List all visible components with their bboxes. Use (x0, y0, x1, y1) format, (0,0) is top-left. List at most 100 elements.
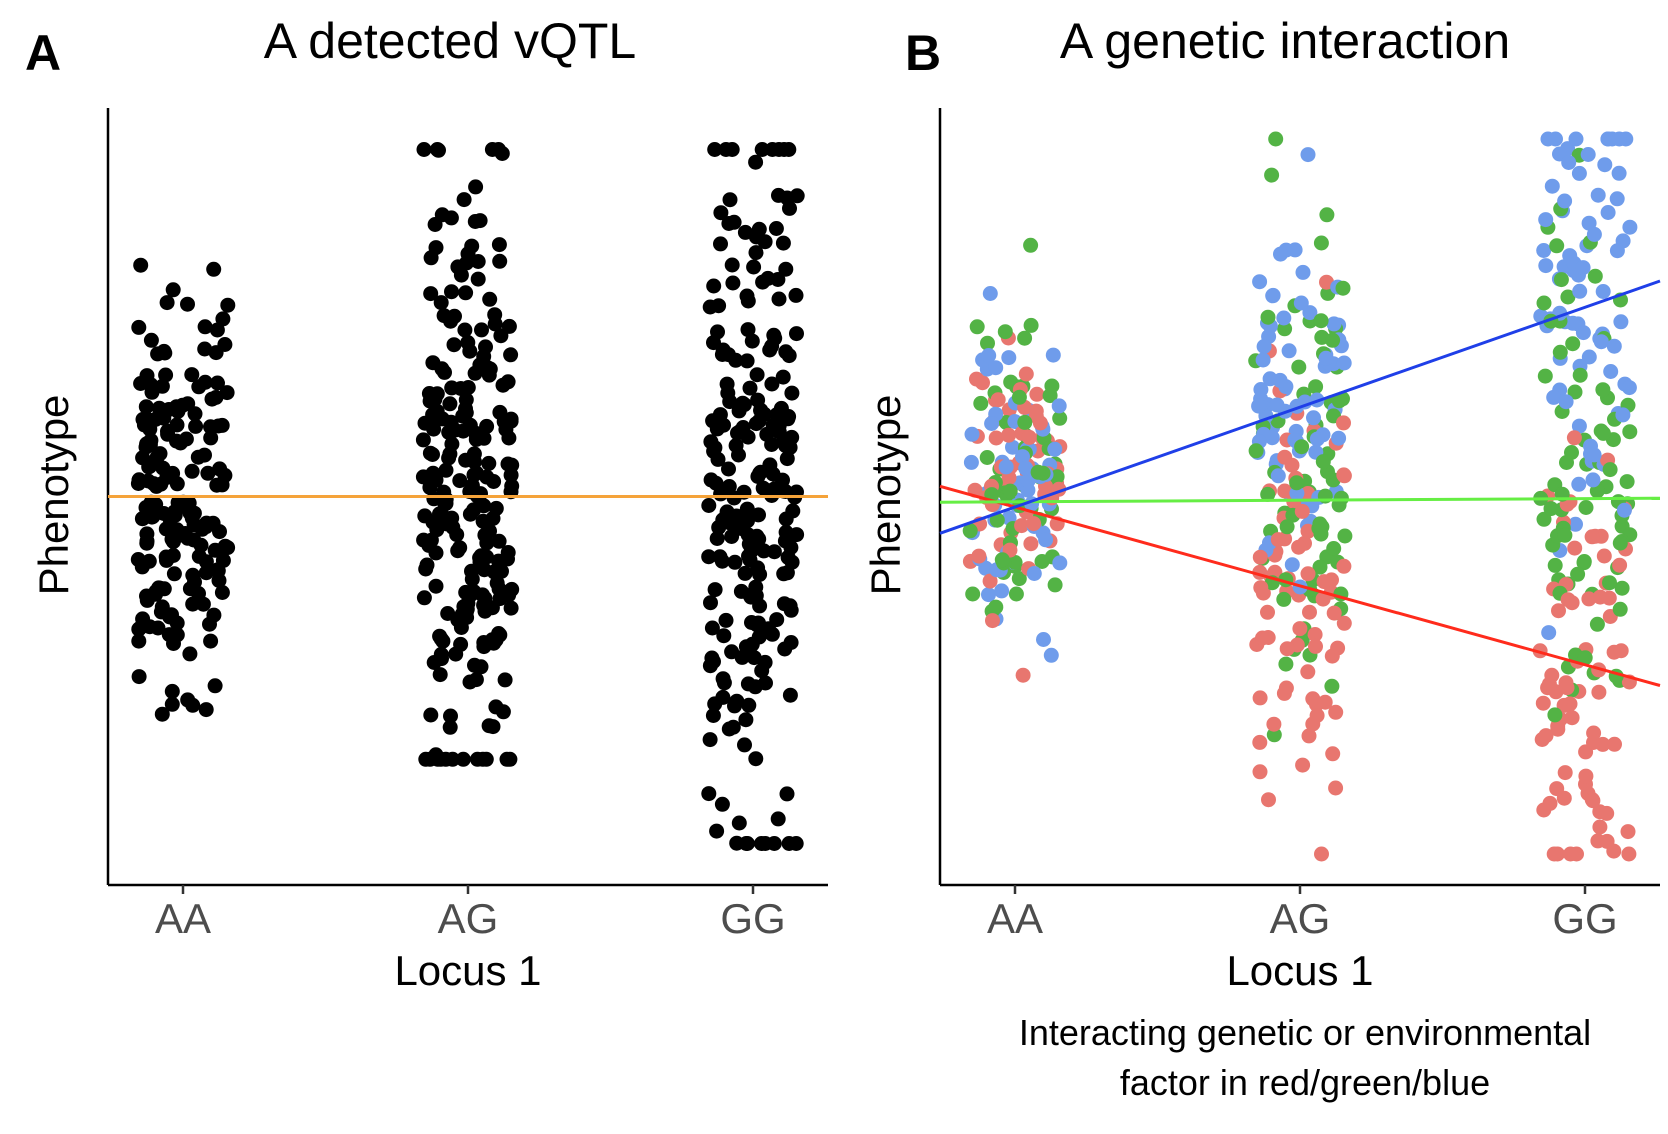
x-tick-label-gg: GG (720, 895, 785, 942)
data-point (206, 261, 222, 277)
data-point (1564, 595, 1580, 611)
data-point (1034, 554, 1050, 569)
data-point (500, 456, 516, 472)
data-point (481, 455, 497, 471)
data-point (1544, 667, 1560, 683)
data-point (1578, 500, 1594, 515)
data-point (1324, 678, 1340, 694)
data-point (1026, 566, 1042, 581)
data-point (709, 823, 725, 839)
data-point (713, 205, 729, 221)
data-point (1014, 518, 1030, 534)
data-point (980, 335, 995, 351)
data-point (1556, 790, 1572, 806)
data-point (426, 655, 442, 670)
data-point (1251, 398, 1267, 414)
data-point (779, 786, 795, 802)
data-point (182, 646, 198, 662)
data-point (1551, 603, 1566, 619)
data-point (1302, 604, 1317, 620)
data-point (416, 590, 432, 606)
data-point (1312, 516, 1328, 532)
data-point (1590, 187, 1606, 203)
data-point (1001, 350, 1017, 366)
panel-a-x-ticks (181, 885, 755, 894)
data-point (1023, 317, 1039, 333)
data-point (1603, 364, 1619, 379)
data-point (212, 461, 228, 477)
data-point (766, 544, 782, 560)
data-point (1540, 131, 1556, 147)
data-point (156, 581, 172, 597)
data-point (1023, 237, 1039, 253)
data-point (1018, 460, 1034, 476)
data-point (740, 322, 756, 338)
data-point (1614, 580, 1630, 596)
data-point (477, 603, 493, 619)
data-point (1611, 131, 1627, 147)
data-point (165, 282, 181, 298)
data-point (754, 663, 770, 679)
data-point (1337, 528, 1353, 544)
data-point (1536, 511, 1552, 527)
data-point (1015, 449, 1030, 465)
data-point (1252, 734, 1268, 750)
data-point (417, 508, 433, 524)
data-point (429, 386, 445, 402)
data-point (1028, 403, 1044, 419)
data-point (1595, 284, 1611, 299)
data-point (1001, 427, 1017, 443)
data-point (1572, 367, 1588, 383)
data-point (1011, 389, 1027, 405)
data-point (142, 456, 158, 472)
data-point (1536, 295, 1552, 311)
data-point (1312, 559, 1328, 575)
data-point (1315, 591, 1331, 607)
data-point (423, 532, 439, 548)
data-point (1536, 802, 1552, 818)
data-point (748, 579, 764, 595)
data-point (1536, 243, 1552, 258)
data-point (768, 221, 784, 236)
data-point (749, 367, 765, 383)
data-point (1336, 355, 1352, 371)
data-point (166, 566, 182, 582)
data-point (770, 811, 786, 827)
data-point (733, 583, 749, 599)
data-point (1328, 780, 1344, 796)
data-point (1017, 414, 1033, 430)
data-point (1317, 694, 1333, 710)
fit-line-3 (939, 279, 1661, 535)
data-point (458, 285, 474, 301)
data-point (764, 376, 780, 392)
data-point (1578, 768, 1594, 784)
data-point (500, 551, 515, 567)
data-point (729, 835, 745, 851)
data-point (203, 430, 219, 446)
data-point (714, 796, 730, 812)
data-point (131, 473, 147, 489)
data-point (988, 360, 1004, 376)
data-point (1292, 621, 1308, 637)
data-point (1607, 736, 1622, 752)
data-point (985, 613, 1000, 629)
data-point (1538, 212, 1554, 228)
data-point (1272, 372, 1288, 388)
data-point (1005, 439, 1020, 455)
data-point (423, 286, 439, 302)
data-point (1315, 454, 1331, 470)
data-point (191, 548, 207, 564)
data-point (1336, 558, 1352, 574)
data-point (197, 319, 213, 335)
data-point (1567, 384, 1583, 400)
data-point (462, 343, 478, 359)
data-point (738, 712, 754, 728)
data-point (452, 473, 468, 489)
data-point (701, 786, 717, 802)
data-point (1008, 586, 1024, 602)
data-point (739, 288, 755, 304)
data-point (751, 531, 767, 547)
data-point (785, 503, 801, 519)
data-point (1606, 338, 1622, 354)
